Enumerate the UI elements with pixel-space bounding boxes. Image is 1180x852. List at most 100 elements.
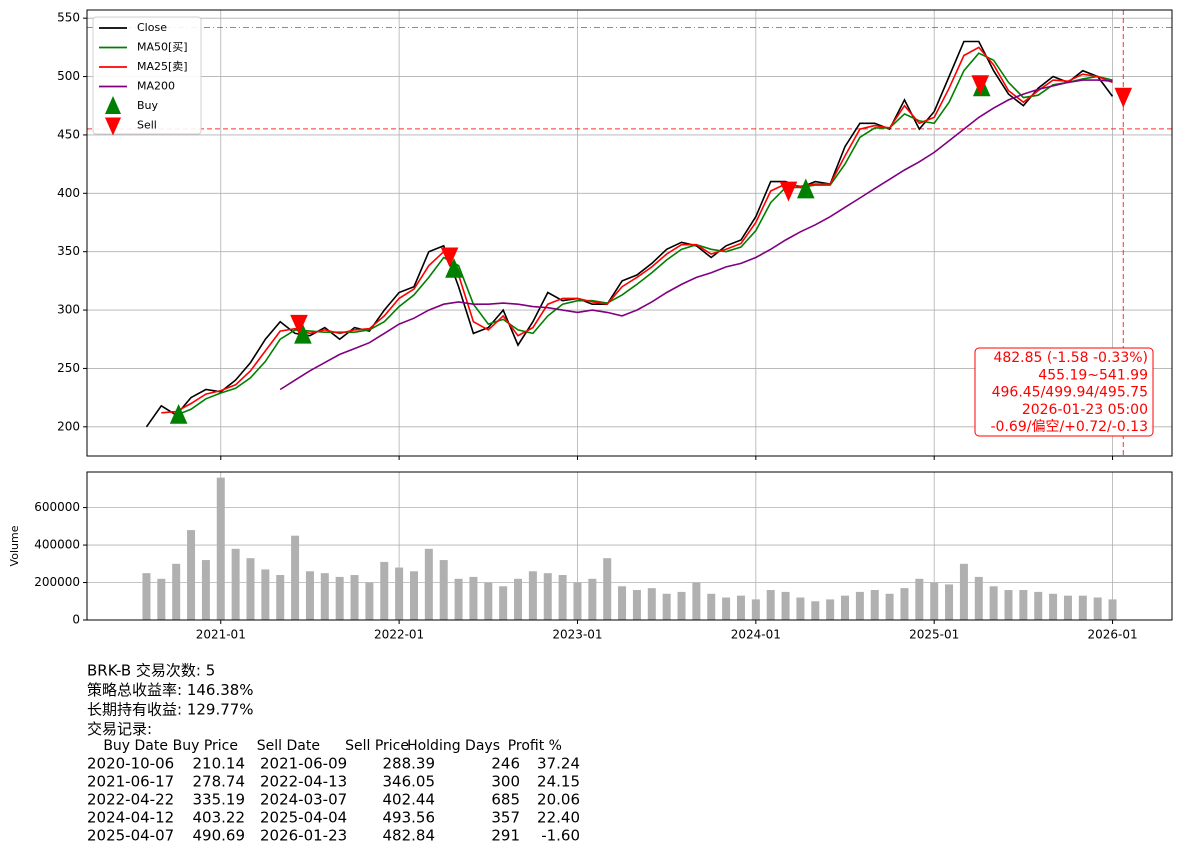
y-tick-label: 550 [57,11,80,25]
annotation-text: 2026-01-23 05:00 [1022,402,1148,418]
volume-bar [246,558,255,620]
volume-bar [707,593,716,620]
volume-bar [751,599,760,620]
x-tick-label: 2023-01 [552,628,602,642]
volume-bar [350,575,359,620]
volume-bar [1034,591,1043,620]
volume-bar [142,573,151,620]
annotation-text: 455.19~541.99 [1038,367,1148,383]
y-tick-label: 200000 [34,575,80,589]
volume-bar [989,586,998,620]
table-cell: 278.74 [193,773,246,791]
volume-bar [647,588,656,620]
annotation-text: 496.45/499.94/495.75 [992,385,1148,401]
volume-bar [632,590,641,620]
table-header: Buy Date [103,738,168,754]
volume-bar [677,591,686,620]
volume-bar [261,569,270,620]
volume-bar [231,548,240,620]
volume-bar [573,582,582,620]
table-cell: 246 [491,755,520,773]
legend-label: Close [137,21,167,34]
y-tick-label: 400 [57,186,80,200]
volume-bar [1093,597,1102,620]
volume-bar [1019,590,1028,620]
legend-label: MA25[卖] [137,60,188,73]
table-cell: 20.06 [537,791,580,809]
table-cell: 2020-10-06 [87,755,174,773]
volume-bar [291,535,300,620]
volume-bar [335,576,344,620]
volume-bar [305,571,314,620]
annotation-text: -0.69/偏空/+0.72/-0.13 [991,419,1149,435]
x-tick-label: 2022-01 [374,628,424,642]
volume-bar [365,582,374,620]
volume-bar [855,591,864,620]
y-tick-label: 250 [57,361,80,375]
table-cell: 2025-04-04 [260,809,347,827]
volume-bar [974,576,983,620]
volume-bar [885,593,894,620]
trade-marker [169,403,188,424]
table-cell: 2024-04-12 [87,809,174,827]
summary-line: 交易记录: [87,720,152,738]
plot-frame [86,9,1173,457]
y-tick-label: 500 [57,69,80,83]
legend-label: Sell [137,119,157,132]
volume-bar [543,573,552,620]
table-cell: 22.40 [537,809,580,827]
summary-line: 策略总收益率: 146.38% [87,681,254,699]
volume-bar [528,571,537,620]
trade-marker [440,247,459,268]
volume-bar [409,571,418,620]
volume-bar [1049,593,1058,620]
legend-box [92,16,202,135]
table-header: Holding Days [407,738,500,754]
trade-marker [971,75,990,96]
table-header: Sell Date [257,738,320,754]
y-axis-label: Volume [8,525,21,566]
volume-bar [201,560,210,620]
table-cell: 403.22 [193,809,246,827]
volume-bar [826,599,835,620]
plot-frame [86,471,1173,621]
volume-bar [915,578,924,620]
y-tick-label: 200 [57,419,80,433]
x-tick-label: 2024-01 [731,628,781,642]
legend-swatch [105,96,121,114]
y-tick-label: 400000 [34,538,80,552]
table-cell: 210.14 [193,755,246,773]
table-header: Buy Price [173,738,238,754]
volume-bar [172,563,181,620]
volume-bar [959,563,968,620]
table-cell: 357 [491,809,520,827]
trade-marker [796,178,815,199]
legend-swatch [105,117,121,136]
table-cell: 346.05 [383,773,436,791]
table-cell: 493.56 [383,809,436,827]
volume-bar [945,584,954,620]
table-cell: -1.60 [541,827,580,845]
volume-bar [736,595,745,620]
x-tick-label: 2025-01 [909,628,959,642]
volume-bar [454,578,463,620]
volume-bar [618,586,627,620]
volume-bar [424,548,433,620]
volume-bar [722,597,731,620]
volume-bar [320,573,329,620]
volume-bar [692,582,701,620]
volume-bar [603,558,612,620]
volume-bar [514,578,523,620]
volume-bar [499,586,508,620]
legend-label: MA50[买] [137,41,188,54]
table-cell: 24.15 [537,773,580,791]
trade-marker [445,257,463,278]
table-cell: 2022-04-22 [87,791,174,809]
table-cell: 685 [491,791,520,809]
volume-bar [870,590,879,620]
trade-marker [779,181,798,202]
volume-bar [841,595,850,620]
table-header: Sell Price [345,738,409,754]
table-cell: 2022-04-13 [260,773,347,791]
